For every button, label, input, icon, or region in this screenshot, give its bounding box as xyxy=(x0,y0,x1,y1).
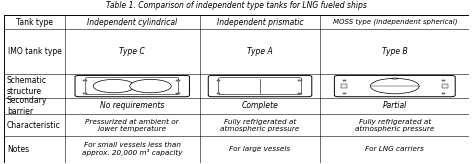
Ellipse shape xyxy=(392,78,398,79)
FancyBboxPatch shape xyxy=(217,93,220,94)
FancyBboxPatch shape xyxy=(442,93,446,94)
FancyBboxPatch shape xyxy=(442,84,448,88)
Text: Complete: Complete xyxy=(242,102,278,110)
FancyBboxPatch shape xyxy=(176,80,180,81)
FancyBboxPatch shape xyxy=(217,80,220,81)
Text: Fully refrigerated at
atmospheric pressure: Fully refrigerated at atmospheric pressu… xyxy=(355,118,435,132)
FancyBboxPatch shape xyxy=(442,80,446,81)
FancyBboxPatch shape xyxy=(219,78,301,94)
Text: For large vessels: For large vessels xyxy=(229,146,291,152)
Ellipse shape xyxy=(130,79,171,93)
Text: Schematic
structure: Schematic structure xyxy=(7,76,47,96)
Text: Table 1. Comparison of independent type tanks for LNG fueled ships: Table 1. Comparison of independent type … xyxy=(106,0,367,10)
FancyBboxPatch shape xyxy=(83,80,87,81)
FancyBboxPatch shape xyxy=(176,93,180,94)
Ellipse shape xyxy=(370,78,419,94)
Text: Pressurized at ambient or
lower temperature: Pressurized at ambient or lower temperat… xyxy=(85,119,179,132)
FancyBboxPatch shape xyxy=(298,80,302,81)
Text: Independent cylindrical: Independent cylindrical xyxy=(87,18,177,27)
FancyBboxPatch shape xyxy=(298,93,302,94)
Text: Type C: Type C xyxy=(119,47,145,56)
Text: IMO tank type: IMO tank type xyxy=(8,47,62,56)
Text: No requirements: No requirements xyxy=(100,102,164,110)
Text: Type A: Type A xyxy=(247,47,273,56)
Text: Tank type: Tank type xyxy=(16,18,53,27)
Ellipse shape xyxy=(93,79,135,93)
FancyBboxPatch shape xyxy=(75,75,190,97)
Text: Partial: Partial xyxy=(383,102,407,110)
FancyBboxPatch shape xyxy=(83,93,87,94)
Text: For small vessels less than
approx. 20,000 m³ capacity: For small vessels less than approx. 20,0… xyxy=(82,142,182,156)
Text: MOSS type (independent spherical): MOSS type (independent spherical) xyxy=(333,19,457,25)
Text: Characteristic: Characteristic xyxy=(7,121,61,130)
FancyBboxPatch shape xyxy=(343,93,346,94)
Text: Fully refrigerated at
atmospheric pressure: Fully refrigerated at atmospheric pressu… xyxy=(220,118,300,132)
Text: Secondary
barrier: Secondary barrier xyxy=(7,96,47,116)
Text: Independent prismatic: Independent prismatic xyxy=(217,18,303,27)
Text: Type B: Type B xyxy=(382,47,408,56)
FancyBboxPatch shape xyxy=(343,80,346,81)
Text: For LNG carriers: For LNG carriers xyxy=(365,146,424,152)
FancyBboxPatch shape xyxy=(86,78,179,94)
FancyBboxPatch shape xyxy=(341,84,347,88)
FancyBboxPatch shape xyxy=(208,75,312,97)
Text: Notes: Notes xyxy=(7,145,29,154)
FancyBboxPatch shape xyxy=(334,75,455,97)
